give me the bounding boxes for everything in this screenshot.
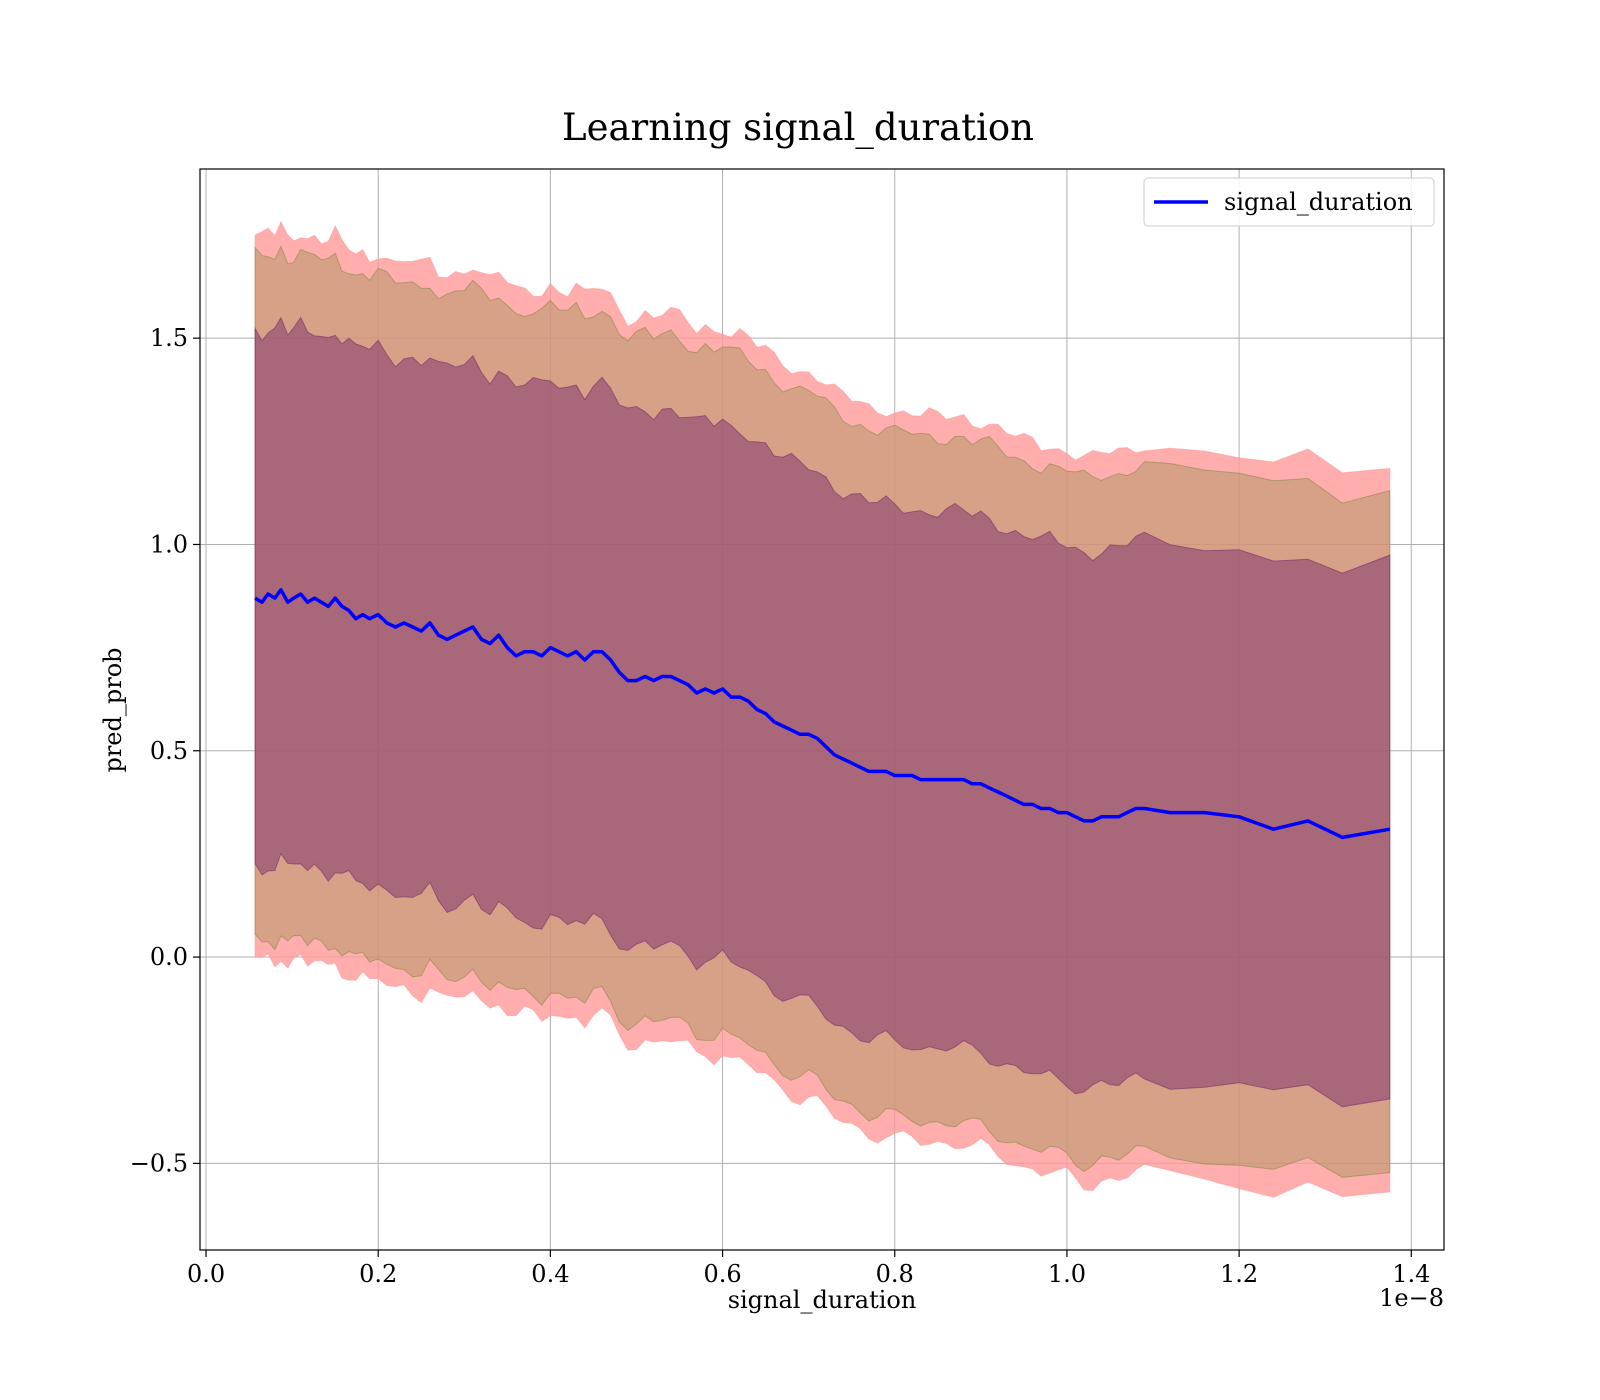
- x-axis-offset-label: 1e−8: [1379, 1284, 1444, 1312]
- confidence-bands: [254, 220, 1391, 1198]
- legend: signal_duration: [1143, 177, 1435, 227]
- confidence-band-3: [254, 316, 1391, 1108]
- x-tick-label: 0.4: [531, 1260, 569, 1288]
- x-axis-ticks: 0.0 0.2 0.4 0.6 0.8 1.0 1.2 1.4: [187, 1250, 1430, 1288]
- series-line-signal-duration: [254, 588, 1391, 840]
- chart-title: Learning signal_duration: [562, 106, 1034, 150]
- x-tick-label: 0.2: [359, 1260, 397, 1288]
- y-tick-label: 0.0: [150, 943, 188, 971]
- x-tick-label: 1.4: [1392, 1260, 1430, 1288]
- x-tick-label: 0.0: [187, 1260, 225, 1288]
- y-tick-label: 1.0: [150, 530, 188, 558]
- y-axis-ticks: −0.5 0.0 0.5 1.0 1.5: [130, 324, 200, 1177]
- x-tick-label: 0.8: [876, 1260, 914, 1288]
- x-axis-label: signal_duration: [728, 1286, 917, 1314]
- y-tick-label: 0.5: [150, 737, 188, 765]
- x-tick-label: 1.0: [1048, 1260, 1086, 1288]
- y-tick-label: −0.5: [130, 1149, 188, 1177]
- y-axis-label: pred_prob: [99, 647, 127, 772]
- legend-box: [1143, 177, 1435, 227]
- x-tick-label: 0.6: [703, 1260, 741, 1288]
- y-tick-label: 1.5: [150, 324, 188, 352]
- series-lines: [254, 588, 1391, 840]
- x-tick-label: 1.2: [1220, 1260, 1258, 1288]
- plot-frame: [199, 168, 1445, 1251]
- legend-entry-label: signal_duration: [1224, 188, 1413, 216]
